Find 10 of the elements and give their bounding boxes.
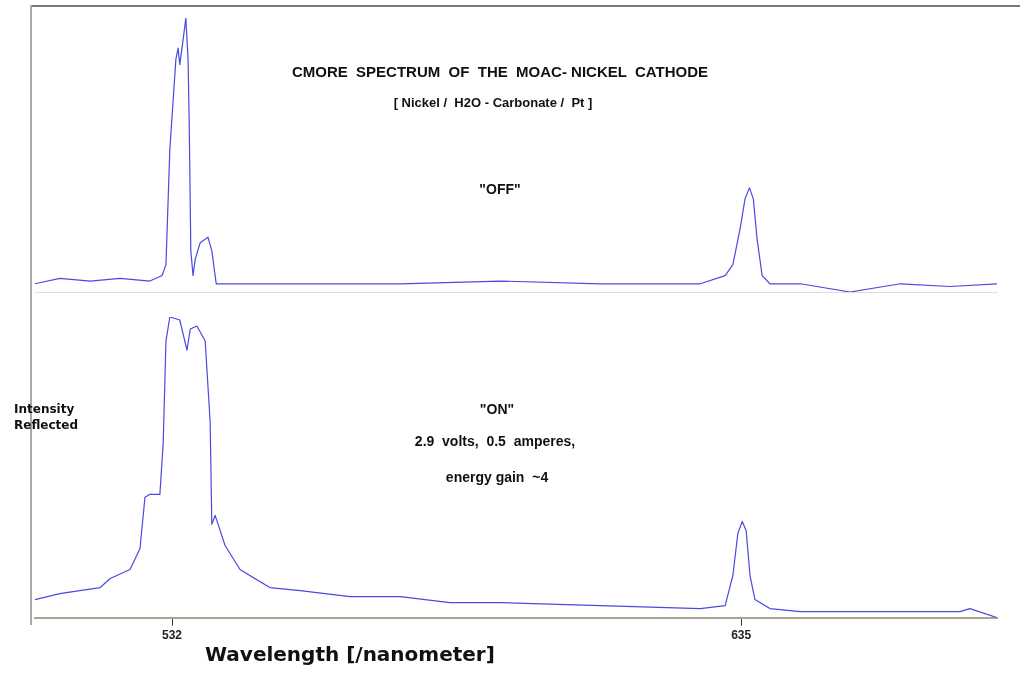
annotation: "ON" xyxy=(479,400,515,417)
text: CMORE SPECTRUM OF THE MOAC- NICKEL CATHODE xyxy=(291,63,709,81)
annotation: energy gain ~4 xyxy=(445,468,549,485)
y-axis-title: Intensity Reflected xyxy=(14,402,78,433)
annotation: 2.9 volts, 0.5 amperes, xyxy=(414,432,576,449)
x-tick-label: 532 xyxy=(162,628,183,643)
x-axis-title: Wavelength [/nanometer] xyxy=(205,642,495,667)
annotation: "OFF" xyxy=(479,180,521,197)
text: [ Nickel / H2O - Carbonate / Pt ] xyxy=(393,94,593,110)
x-tick-label: 635 xyxy=(731,628,752,643)
